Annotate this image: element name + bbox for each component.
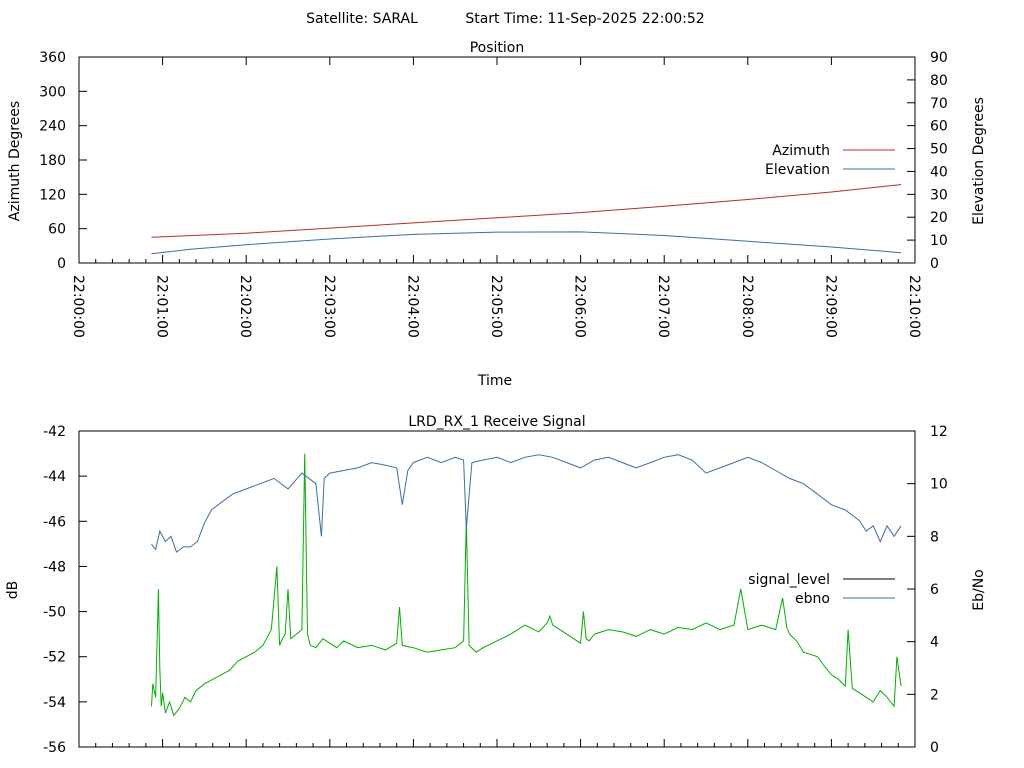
signal-left-tick-label: -50 (43, 605, 66, 621)
position-chart: Position Time Azimuth Degrees Elevation … (7, 40, 987, 389)
position-x-tick-label: 22:00:00 (70, 275, 86, 338)
position-x-tick-label: 22:05:00 (488, 275, 504, 338)
position-left-tick-label: 360 (39, 50, 66, 66)
position-left-tick-label: 300 (39, 84, 66, 100)
signal-right-tick-label: 12 (930, 424, 948, 440)
position-right-tick-label: 0 (930, 256, 939, 272)
position-x-tick-label: 22:09:00 (822, 275, 838, 338)
position-x-tick-label: 22:04:00 (404, 275, 420, 338)
position-left-tick-label: 120 (39, 187, 66, 203)
position-x-axis-label: Time (477, 373, 512, 389)
position-x-tick-label: 22:06:00 (572, 275, 588, 338)
position-right-tick-label: 80 (930, 73, 948, 89)
position-x-tick-label: 22:02:00 (237, 275, 253, 338)
position-x-tick-label: 22:01:00 (154, 275, 170, 338)
receive-signal-chart: LRD_RX_1 Receive Signal dB Eb/No -56 -54 -… (5, 414, 987, 756)
signal-right-tick-label: 6 (930, 582, 939, 598)
signal-left-tick-label: -46 (43, 514, 66, 530)
position-right-tick-label: 90 (930, 50, 948, 66)
signal-left-tick-label: -54 (43, 695, 66, 711)
position-left-tick-label: 0 (57, 256, 66, 272)
position-right-tick-label: 30 (930, 187, 948, 203)
signal-right-axis-label: Eb/No (971, 569, 987, 611)
signal-left-tick-label: -56 (43, 740, 66, 756)
position-right-tick-label: 70 (930, 96, 948, 112)
signal-series-signal-level (151, 453, 902, 717)
signal-right-tick-label: 8 (930, 529, 939, 545)
position-series-elevation (151, 231, 902, 255)
satellite-label: Satellite: SARAL (306, 11, 418, 27)
position-right-tick-label: 40 (930, 164, 948, 180)
signal-legend-label: ebno (795, 591, 830, 607)
position-left-tick-label: 60 (48, 222, 66, 238)
position-left-tick-label: 240 (39, 119, 66, 135)
signal-left-axis-label: dB (5, 581, 21, 600)
position-x-tick-label: 22:10:00 (906, 275, 922, 338)
signal-left-tick-label: -48 (43, 559, 66, 575)
position-left-tick-label: 180 (39, 153, 66, 169)
position-legend-label: Azimuth (772, 143, 830, 159)
position-right-tick-label: 10 (930, 233, 948, 249)
position-right-axis-label: Elevation Degrees (971, 97, 987, 225)
signal-right-tick-label: 10 (930, 477, 948, 493)
position-right-tick-label: 60 (930, 119, 948, 135)
signal-chart-title: LRD_RX_1 Receive Signal (408, 414, 585, 430)
start-time-label: Start Time: 11-Sep-2025 22:00:52 (465, 11, 704, 27)
position-legend-label: Elevation (765, 162, 830, 178)
position-right-tick-label: 20 (930, 210, 948, 226)
position-x-tick-label: 22:08:00 (739, 275, 755, 338)
position-right-tick-label: 50 (930, 142, 948, 158)
signal-right-tick-label: 4 (930, 635, 939, 651)
position-series-azimuth (151, 184, 902, 238)
signal-left-tick-label: -52 (43, 650, 66, 666)
signal-right-tick-label: 2 (930, 687, 939, 703)
signal-series-ebno (151, 454, 902, 553)
signal-left-tick-label: -42 (43, 424, 66, 440)
position-left-axis-label: Azimuth Degrees (7, 101, 23, 221)
signal-left-tick-label: -44 (43, 469, 66, 485)
position-chart-title: Position (470, 40, 525, 56)
signal-right-tick-label: 0 (930, 740, 939, 756)
position-x-tick-label: 22:03:00 (321, 275, 337, 338)
position-x-tick-label: 22:07:00 (655, 275, 671, 338)
signal-legend-label: signal_level (748, 572, 830, 588)
